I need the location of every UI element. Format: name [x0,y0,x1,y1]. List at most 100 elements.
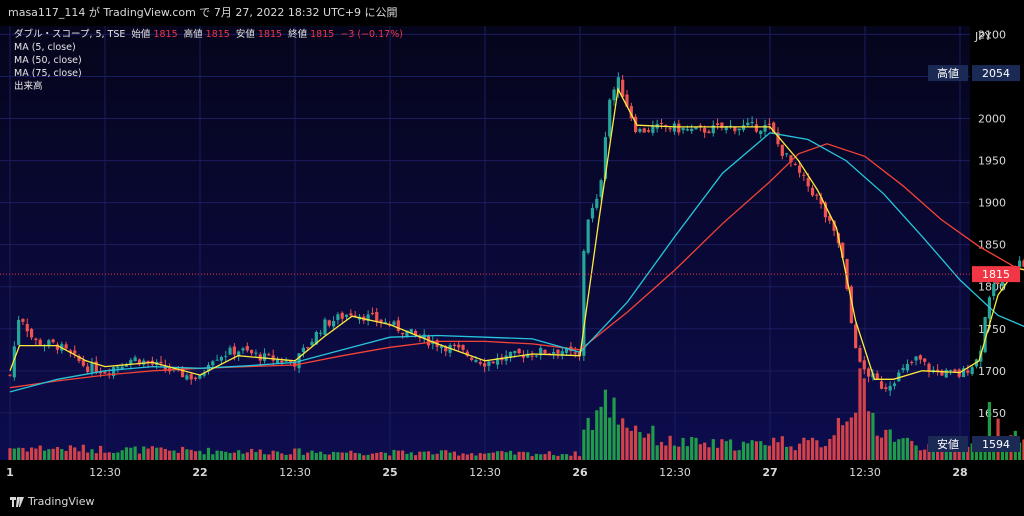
volume-bar [776,442,780,460]
volume-bar [802,437,806,460]
candle-body [90,363,94,373]
volume-bar [258,449,262,460]
volume-bar [241,453,245,460]
volume-bar [772,437,776,460]
legend-ma75[interactable]: MA (75, close) [14,68,82,79]
candle-body [672,123,677,132]
volume-bar [806,440,810,460]
volume-bar [215,450,219,460]
candle-body [530,355,534,357]
volume-bar [319,451,323,460]
price-chart[interactable]: 2100205020001950190018501800175017001650… [0,26,1024,488]
volume-bar [910,440,914,460]
volume-bar [401,450,405,460]
volume-bar [150,446,154,460]
candle-body [375,311,379,322]
volume-bar [728,439,733,460]
candle-body [107,373,111,375]
publish-header: masa117_114 が TradingView.com で 7月 27, 2… [0,0,1024,26]
candle-body [556,349,560,354]
volume-bar [379,452,383,460]
candle-body [470,357,474,360]
volume-bar [310,450,314,460]
volume-bar [845,421,849,460]
volume-bar [789,446,793,460]
volume-bar [547,451,551,460]
candle-body [879,381,884,389]
volume-bar [879,437,884,460]
volume-bar [461,453,465,460]
volume-bar [854,412,858,460]
candle-body [137,359,142,365]
candle-body [172,367,176,371]
time-axis-panel [0,460,970,488]
candle-body [564,348,569,353]
candle-body [698,125,702,127]
candle-body [483,363,487,367]
volume-bar [349,450,353,460]
volume-bar [422,451,426,460]
legend-high-label: 高値 [183,29,203,40]
candle-body [733,127,737,132]
candle-body [284,360,288,362]
legend-volume[interactable]: 出来高 [14,81,43,92]
x-tick-label: 26 [572,466,588,479]
candle-body [439,345,444,348]
volume-bar [81,444,85,460]
candle-body [849,286,853,324]
volume-bar [539,454,543,460]
volume-bar [12,448,16,460]
volume-bar [271,450,275,460]
candle-body [228,347,232,355]
candle-body [599,180,603,198]
volume-bar [38,445,42,460]
volume-bar [582,429,586,460]
volume-bar [651,425,655,460]
volume-bar [405,453,409,460]
legend-ma50[interactable]: MA (50, close) [14,55,82,66]
legend-ma5[interactable]: MA (5, close) [14,42,76,53]
candle-body [793,163,797,165]
candle-body [543,349,547,354]
volume-bar [293,448,297,460]
volume-bar [599,406,603,460]
volume-bar [690,436,694,460]
volume-bar [810,437,815,460]
volume-bar [180,446,185,460]
volume-bar [552,455,556,460]
candle-body [250,350,254,354]
volume-bar [474,455,478,460]
candle-body [21,319,25,322]
candle-body [224,356,228,358]
volume-bar [681,437,685,460]
candle-body [966,370,970,373]
volume-bar [418,451,422,460]
legend-ohlc: ダブル・スコープ, 5, TSE 始値 1815 高値 1815 安値 1815 終値… [14,28,406,41]
volume-bar [25,451,29,460]
candle-body [34,338,38,341]
volume-bar [413,455,418,460]
candle-body [461,344,465,350]
candle-body [457,344,461,348]
candle-body [310,341,314,346]
volume-bar [724,441,728,460]
volume-bar [914,445,918,460]
candle-body [534,355,538,357]
candle-body [927,363,931,372]
volume-bar [875,435,879,460]
candle-body [77,355,81,361]
volume-bar [862,378,866,460]
candle-body [262,353,267,361]
volume-bar [797,443,802,460]
volume-bar [228,453,232,460]
volume-bar [668,435,672,460]
volume-bar [905,437,910,460]
price-tag-value: 1594 [982,438,1010,451]
chart-legend: ダブル・スコープ, 5, TSE 始値 1815 高値 1815 安値 1815 終値… [14,28,406,93]
candle-body [772,122,776,133]
volume-bar [815,440,819,460]
volume-bar [754,441,759,460]
volume-bar [867,411,871,460]
candle-body [616,77,620,92]
candle-body [875,373,879,380]
